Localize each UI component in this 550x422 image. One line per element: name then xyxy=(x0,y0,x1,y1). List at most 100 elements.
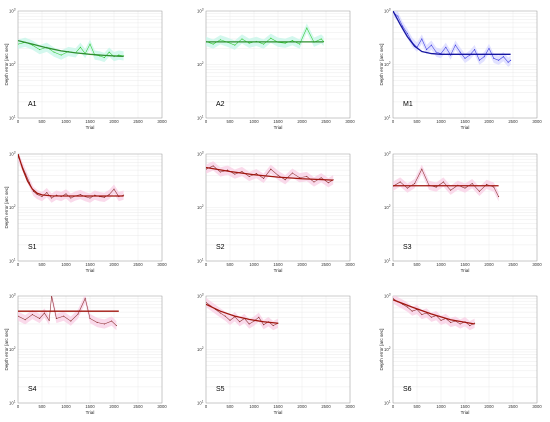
x-tick-label: 1000 xyxy=(61,262,71,267)
y-tick-label: 101 xyxy=(9,115,16,121)
x-tick-label: 3000 xyxy=(345,119,355,124)
x-tick-label: 0 xyxy=(17,119,20,124)
x-tick-label: 1000 xyxy=(436,262,446,267)
x-tick-label: 1000 xyxy=(61,119,71,124)
data-point xyxy=(65,193,67,195)
x-tick-label: 1500 xyxy=(85,262,95,267)
data-point xyxy=(89,197,91,199)
data-point xyxy=(229,319,231,321)
data-point xyxy=(291,40,293,42)
y-tick-label: 102 xyxy=(197,61,204,67)
y-tick-label: 103 xyxy=(9,8,16,14)
x-tick-label: 2500 xyxy=(321,404,331,409)
y-tick-label: 101 xyxy=(9,258,16,264)
data-point xyxy=(464,57,466,59)
x-axis-label: Trial xyxy=(274,410,283,415)
panel-s6: 0 500 1000 1500 2000 2500 3000 101 102 103 Trial De… xyxy=(379,293,542,415)
data-point xyxy=(327,182,329,184)
data-point xyxy=(320,38,322,40)
y-tick-label: 103 xyxy=(384,151,391,157)
data-point xyxy=(108,51,110,53)
data-point xyxy=(406,32,408,35)
x-tick-label: 0 xyxy=(17,262,20,267)
data-point xyxy=(284,42,286,44)
data-point xyxy=(103,196,105,198)
data-point xyxy=(507,61,509,63)
data-point xyxy=(46,192,48,194)
data-point xyxy=(234,44,236,46)
x-tick-label: 1000 xyxy=(249,262,259,267)
x-tick-label: 1500 xyxy=(85,404,95,409)
plot-area xyxy=(206,23,325,50)
data-point xyxy=(313,181,315,183)
panel-label: S4 xyxy=(28,386,37,393)
series-data-line xyxy=(206,302,279,326)
data-point xyxy=(113,188,115,190)
panel-m1: 0 500 1000 1500 2000 2500 3000 101 102 103 Trial De… xyxy=(379,8,542,130)
data-point xyxy=(36,193,38,196)
x-tick-label: 1000 xyxy=(436,119,446,124)
data-point xyxy=(212,165,214,167)
data-point xyxy=(406,187,408,189)
data-point xyxy=(299,43,301,45)
data-point xyxy=(478,59,480,61)
data-point xyxy=(219,39,221,41)
y-axis-label: Depth error [arc sec] xyxy=(4,187,9,229)
x-tick-label: 2500 xyxy=(133,262,143,267)
x-axis-label: Trial xyxy=(86,410,95,415)
y-tick-label: 102 xyxy=(384,61,391,67)
data-point xyxy=(248,175,250,178)
y-tick-label: 101 xyxy=(384,258,391,264)
x-tick-label: 1000 xyxy=(61,404,71,409)
x-tick-label: 2000 xyxy=(297,119,307,124)
x-tick-label: 500 xyxy=(414,404,422,409)
plot-area xyxy=(393,11,512,67)
panel-label: A2 xyxy=(216,101,225,108)
x-tick-label: 3000 xyxy=(157,404,167,409)
x-tick-label: 0 xyxy=(205,262,208,267)
series-band xyxy=(393,11,511,67)
x-tick-label: 1500 xyxy=(460,262,470,267)
panel-label: S1 xyxy=(28,244,37,251)
x-tick-label: 1500 xyxy=(273,119,283,124)
y-tick-label: 103 xyxy=(384,8,391,14)
data-point xyxy=(55,317,57,320)
series-band xyxy=(18,296,117,331)
y-tick-label: 102 xyxy=(384,346,391,352)
x-tick-label: 0 xyxy=(17,404,20,409)
x-tick-label: 2500 xyxy=(508,262,518,267)
data-point xyxy=(103,56,105,59)
series-band xyxy=(206,23,324,50)
x-axis-label: Trial xyxy=(274,268,283,273)
plot-area xyxy=(18,37,125,63)
data-point xyxy=(406,306,408,308)
x-tick-label: 2000 xyxy=(484,119,494,124)
x-tick-label: 0 xyxy=(392,119,395,124)
x-tick-label: 500 xyxy=(39,404,47,409)
data-point xyxy=(96,321,98,324)
x-tick-label: 500 xyxy=(227,119,235,124)
y-axis-label: Depth error [arc sec] xyxy=(4,329,9,371)
panel-label: S5 xyxy=(216,386,225,393)
data-point xyxy=(464,187,466,189)
x-tick-label: 3000 xyxy=(532,404,542,409)
x-axis-label: Trial xyxy=(461,410,470,415)
data-point xyxy=(402,25,404,27)
grid xyxy=(205,11,351,119)
data-point xyxy=(77,313,79,315)
x-tick-label: 3000 xyxy=(532,119,542,124)
data-point xyxy=(60,54,62,56)
data-point xyxy=(320,177,322,179)
data-point xyxy=(459,51,461,53)
data-point xyxy=(51,197,53,199)
x-tick-label: 1000 xyxy=(249,404,259,409)
data-point xyxy=(18,315,19,317)
series-data-line xyxy=(393,298,475,326)
data-point xyxy=(41,196,43,198)
plot-area xyxy=(206,297,279,331)
data-point xyxy=(24,319,26,321)
data-point xyxy=(421,38,423,40)
plot-area xyxy=(206,161,334,188)
data-point xyxy=(111,320,113,322)
x-tick-label: 1000 xyxy=(249,119,259,124)
